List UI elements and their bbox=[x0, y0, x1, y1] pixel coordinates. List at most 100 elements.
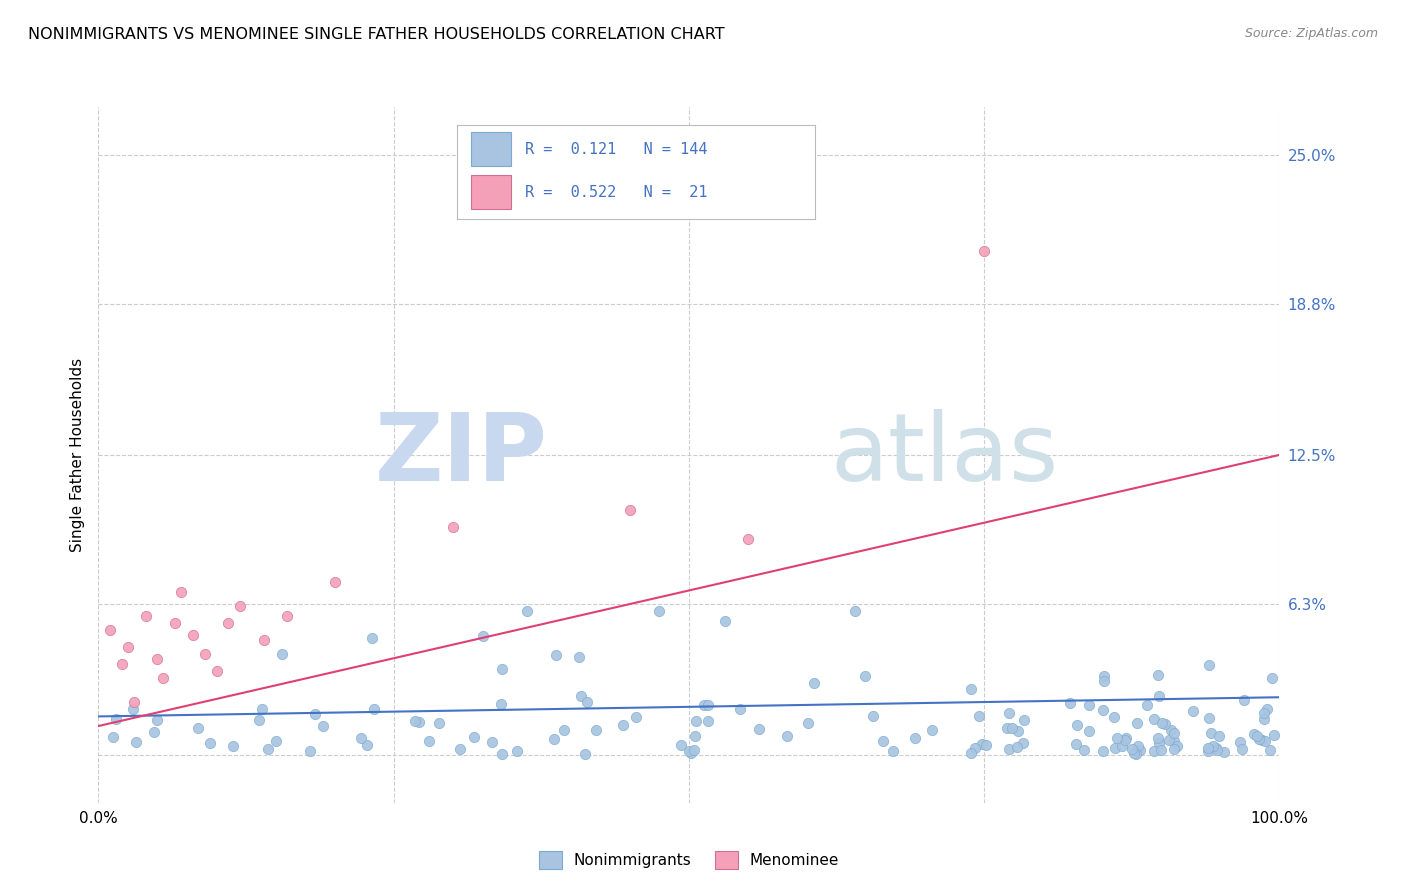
Point bbox=[1077, 698, 1099, 712]
Point bbox=[1150, 716, 1173, 731]
Point bbox=[122, 702, 145, 716]
Point bbox=[323, 575, 346, 590]
Point bbox=[257, 742, 280, 756]
Point bbox=[853, 668, 876, 682]
Point bbox=[1007, 724, 1029, 739]
Point bbox=[264, 733, 287, 747]
Text: R =  0.522   N =  21: R = 0.522 N = 21 bbox=[524, 185, 707, 200]
Point bbox=[1253, 712, 1275, 726]
Point bbox=[574, 747, 596, 761]
Point bbox=[960, 682, 983, 697]
Point bbox=[844, 604, 866, 618]
Point bbox=[1254, 734, 1277, 748]
Point bbox=[1143, 712, 1166, 726]
Point bbox=[101, 731, 124, 745]
Point bbox=[553, 723, 575, 738]
Point bbox=[1263, 728, 1285, 742]
Point bbox=[872, 733, 894, 747]
Point bbox=[181, 628, 204, 642]
Point bbox=[298, 744, 321, 758]
Point bbox=[997, 706, 1019, 720]
Point bbox=[1256, 701, 1278, 715]
Point bbox=[679, 746, 702, 760]
Point bbox=[491, 698, 513, 712]
Point bbox=[1163, 726, 1185, 740]
Text: NONIMMIGRANTS VS MENOMINEE SINGLE FATHER HOUSEHOLDS CORRELATION CHART: NONIMMIGRANTS VS MENOMINEE SINGLE FATHER… bbox=[28, 27, 724, 42]
Point bbox=[1091, 702, 1114, 716]
Point bbox=[803, 676, 825, 690]
Point bbox=[998, 742, 1021, 756]
Point bbox=[481, 735, 503, 749]
Point bbox=[247, 713, 270, 727]
Point bbox=[205, 664, 228, 678]
Point bbox=[921, 723, 943, 737]
Point bbox=[1115, 731, 1137, 745]
Point bbox=[142, 725, 165, 739]
Point bbox=[1202, 739, 1225, 753]
Point bbox=[356, 739, 378, 753]
Point bbox=[1258, 743, 1281, 757]
Point bbox=[1059, 696, 1081, 710]
Point bbox=[995, 722, 1018, 736]
Point bbox=[1104, 741, 1126, 756]
Point bbox=[1114, 733, 1136, 747]
Point bbox=[200, 736, 222, 750]
Point bbox=[491, 662, 513, 676]
Point bbox=[1163, 733, 1185, 747]
Point bbox=[1125, 747, 1147, 761]
Point bbox=[714, 614, 737, 628]
Point bbox=[1012, 736, 1035, 750]
Text: atlas: atlas bbox=[831, 409, 1059, 501]
Point bbox=[1249, 731, 1271, 746]
Point bbox=[585, 723, 607, 737]
Point bbox=[1197, 744, 1219, 758]
Point bbox=[404, 714, 426, 729]
Point bbox=[117, 640, 139, 654]
Point bbox=[1147, 668, 1170, 682]
Point bbox=[312, 719, 335, 733]
Legend: Nonimmigrants, Menominee: Nonimmigrants, Menominee bbox=[533, 846, 845, 875]
Point bbox=[569, 689, 592, 703]
Point bbox=[98, 623, 121, 637]
Point bbox=[1198, 711, 1220, 725]
Point bbox=[122, 695, 145, 709]
Point bbox=[1001, 721, 1024, 735]
Text: Source: ZipAtlas.com: Source: ZipAtlas.com bbox=[1244, 27, 1378, 40]
Point bbox=[965, 741, 987, 756]
Point bbox=[1197, 741, 1219, 756]
Point bbox=[1014, 713, 1036, 727]
Point bbox=[418, 733, 440, 747]
Point bbox=[135, 608, 157, 623]
Point bbox=[1246, 729, 1268, 743]
Point bbox=[1181, 704, 1204, 718]
Point bbox=[1166, 739, 1188, 754]
Point bbox=[1126, 715, 1149, 730]
Point bbox=[568, 649, 591, 664]
Bar bbox=[471, 176, 510, 210]
Point bbox=[1206, 742, 1229, 756]
Point bbox=[441, 520, 464, 534]
Point bbox=[111, 657, 134, 671]
Point bbox=[624, 710, 647, 724]
Point bbox=[1146, 731, 1168, 745]
Point bbox=[472, 628, 495, 642]
Point bbox=[696, 698, 718, 712]
Point bbox=[904, 731, 927, 745]
Point bbox=[682, 742, 704, 756]
Point bbox=[505, 744, 527, 758]
Point bbox=[1261, 671, 1284, 685]
Point bbox=[1233, 693, 1256, 707]
Point bbox=[969, 709, 991, 723]
Point bbox=[697, 714, 720, 728]
Point bbox=[972, 737, 994, 751]
Point bbox=[516, 604, 538, 618]
Point bbox=[728, 702, 751, 716]
Point bbox=[1111, 739, 1133, 753]
Point bbox=[125, 735, 148, 749]
Point bbox=[276, 608, 298, 623]
Point bbox=[1107, 731, 1129, 746]
Point bbox=[463, 730, 485, 744]
Point bbox=[194, 647, 217, 661]
Point bbox=[187, 722, 209, 736]
Point bbox=[1213, 745, 1236, 759]
